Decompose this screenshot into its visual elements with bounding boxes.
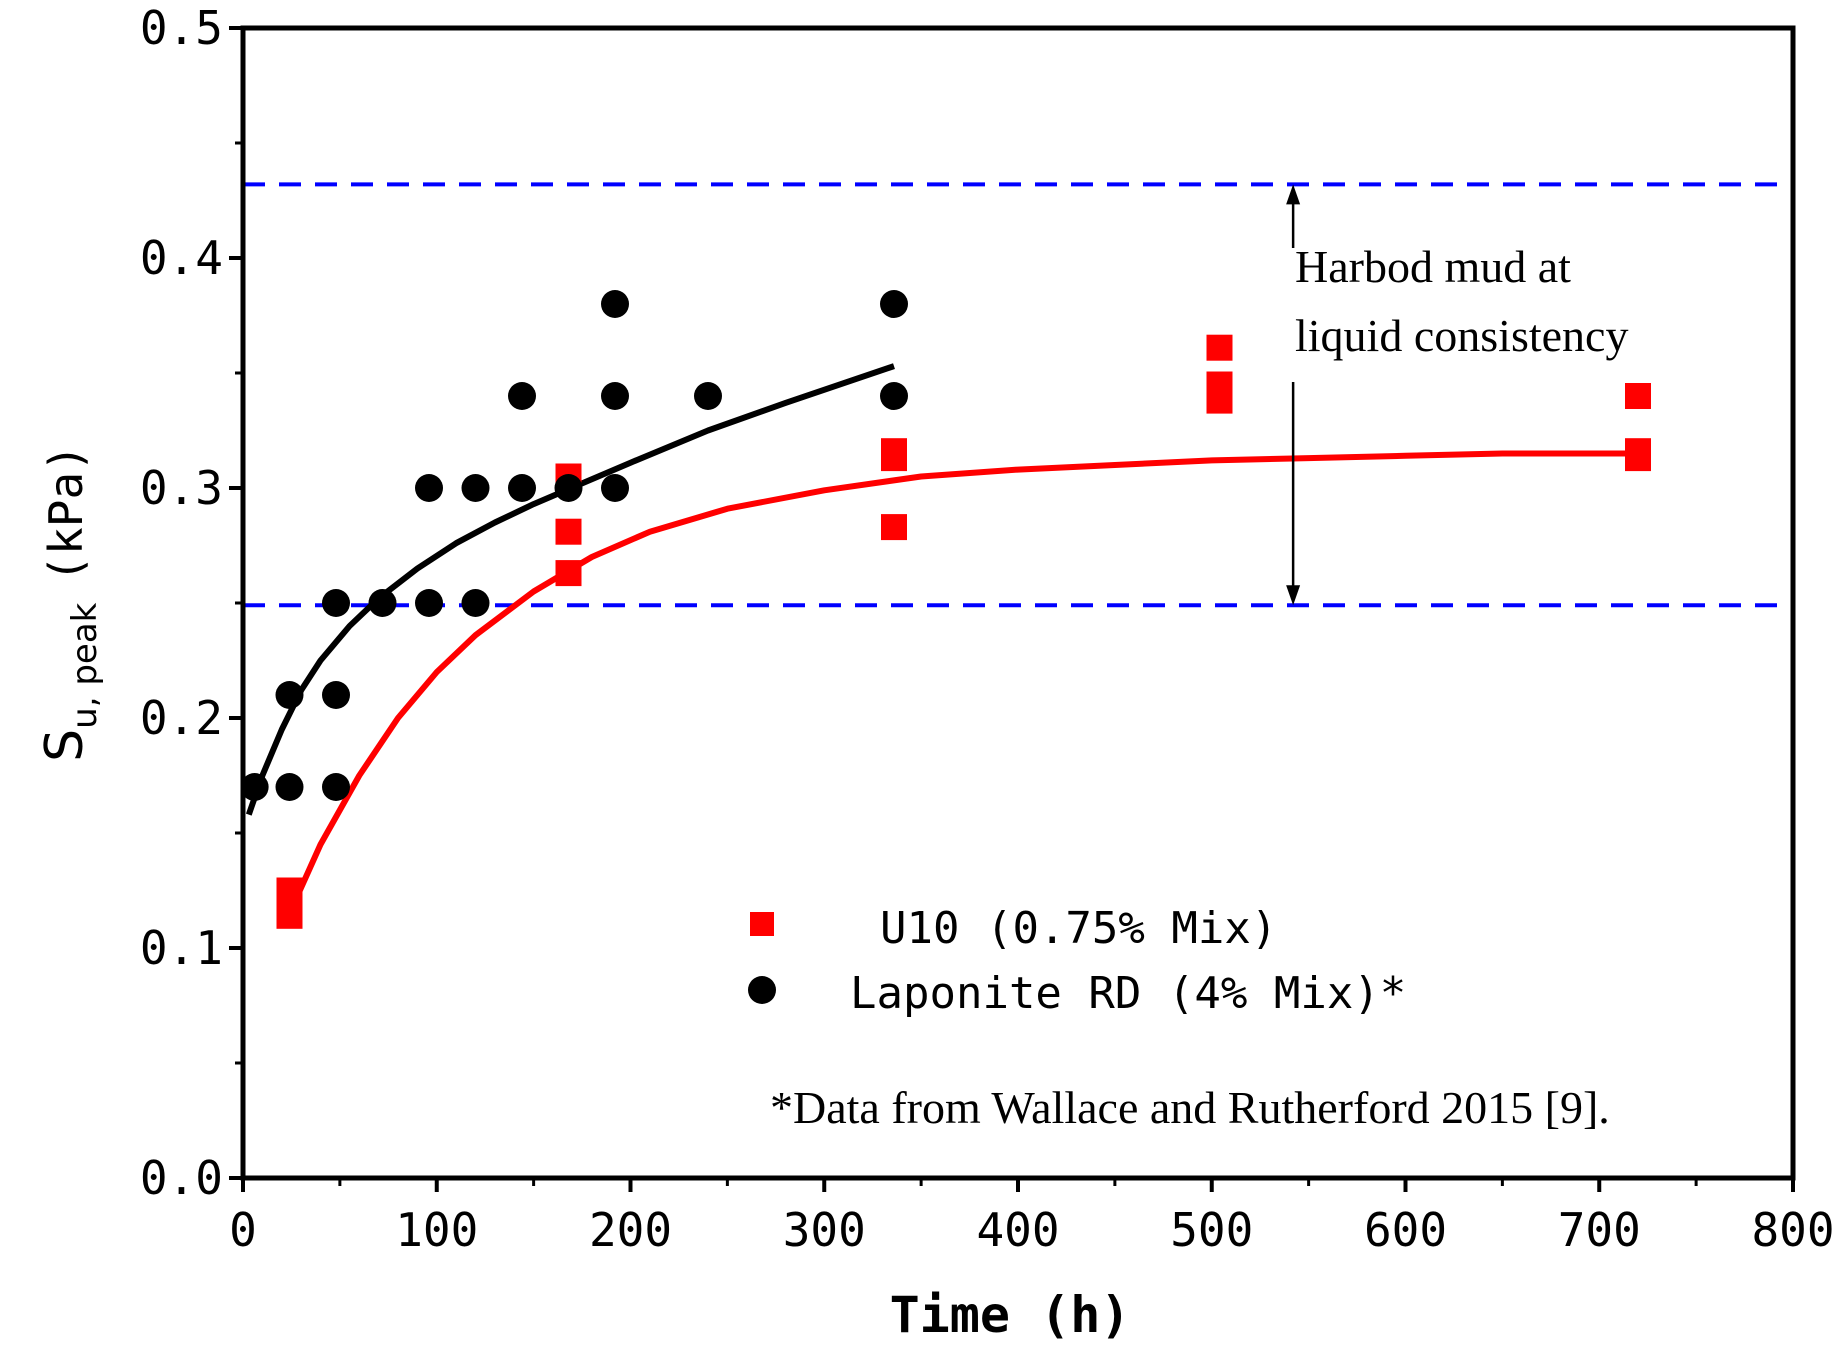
y-tick-label-5: 0.5 (140, 1, 223, 55)
point-u10-9 (1206, 334, 1233, 361)
point-laponite-8 (415, 589, 443, 617)
annotation: Harbod mud at liquid consistency (1286, 184, 1628, 606)
point-u10-2 (276, 902, 303, 929)
legend-label-laponite: Laponite RD (4% Mix)* (850, 968, 1406, 1019)
y-tick-label-0: 0.0 (140, 1151, 223, 1205)
point-laponite-15 (601, 474, 629, 502)
point-u10-4 (555, 518, 582, 545)
annotation-line-2: liquid consistency (1295, 310, 1628, 361)
y-axis-title: Su, peak (kPa) (35, 444, 105, 762)
point-laponite-5 (322, 681, 350, 709)
point-laponite-7 (368, 589, 397, 617)
point-laponite-4 (322, 773, 350, 801)
fit-curves (245, 363, 1638, 915)
reference-lines (243, 182, 1793, 608)
y-axis-title-main: S (35, 729, 95, 762)
x-tick-label-300: 300 (783, 1203, 866, 1257)
x-tick-label-200: 200 (589, 1203, 672, 1257)
y-axis-title-unit: (kPa) (39, 444, 93, 582)
data-points (240, 290, 1651, 929)
point-u10-14 (1625, 445, 1651, 472)
point-laponite-9 (415, 474, 443, 502)
x-tick-label-400: 400 (976, 1203, 1059, 1257)
x-tick-label-800: 800 (1751, 1203, 1834, 1257)
legend-marker-u10 (750, 912, 774, 936)
point-laponite-11 (461, 474, 490, 502)
point-u10-1 (276, 877, 303, 904)
svg-text:Su, peak(kPa): Su, peak (kPa) (35, 444, 105, 762)
point-laponite-1 (240, 773, 269, 801)
point-laponite-20 (880, 290, 908, 318)
y-tick-label-3: 0.3 (140, 461, 223, 515)
y-axis-title-subscript: u, peak (65, 602, 105, 728)
point-laponite-12 (508, 474, 536, 502)
point-u10-12 (1625, 383, 1651, 409)
point-laponite-13 (508, 382, 536, 410)
annotation-arrow-down-head (1286, 585, 1301, 606)
point-u10-7 (881, 445, 907, 472)
x-tick-label-700: 700 (1558, 1203, 1641, 1257)
y-tick-label-2: 0.2 (140, 691, 223, 745)
x-axis-title: Time (h) (890, 1286, 1131, 1344)
point-u10-11 (1206, 387, 1233, 414)
x-tick-label-0: 0 (229, 1203, 257, 1257)
point-laponite-14 (554, 474, 583, 502)
y-tick-label-4: 0.4 (140, 231, 223, 285)
x-tick-label-500: 500 (1170, 1203, 1253, 1257)
point-u10-8 (881, 514, 907, 541)
point-laponite-16 (601, 382, 629, 410)
point-laponite-10 (461, 589, 490, 617)
point-u10-5 (555, 560, 582, 587)
fit-curve-laponite (245, 363, 895, 816)
x-tick-label-600: 600 (1364, 1203, 1447, 1257)
point-laponite-2 (275, 773, 304, 801)
legend-label-u10: U10 (0.75% Mix) (880, 903, 1277, 954)
fit-curve-u10 (286, 450, 1638, 915)
legend-marker-laponite (748, 976, 776, 1004)
y-ticks: 0.0 0.1 0.2 0.3 0.4 0.5 (140, 1, 243, 1205)
point-laponite-18 (694, 382, 722, 410)
point-laponite-6 (322, 589, 350, 617)
point-laponite-3 (275, 681, 304, 709)
legend: U10 (0.75% Mix) Laponite RD (4% Mix)* (748, 903, 1406, 1019)
y-tick-label-1: 0.1 (140, 921, 223, 975)
x-tick-label-100: 100 (395, 1203, 478, 1257)
annotation-arrow-up-head (1286, 184, 1301, 205)
point-laponite-19 (880, 382, 908, 410)
annotation-line-1: Harbod mud at (1295, 241, 1571, 292)
point-laponite-17 (601, 290, 629, 318)
footnote: *Data from Wallace and Rutherford 2015 [… (770, 1082, 1610, 1133)
x-ticks: 0 100 200 300 400 500 600 700 800 (229, 1178, 1835, 1257)
